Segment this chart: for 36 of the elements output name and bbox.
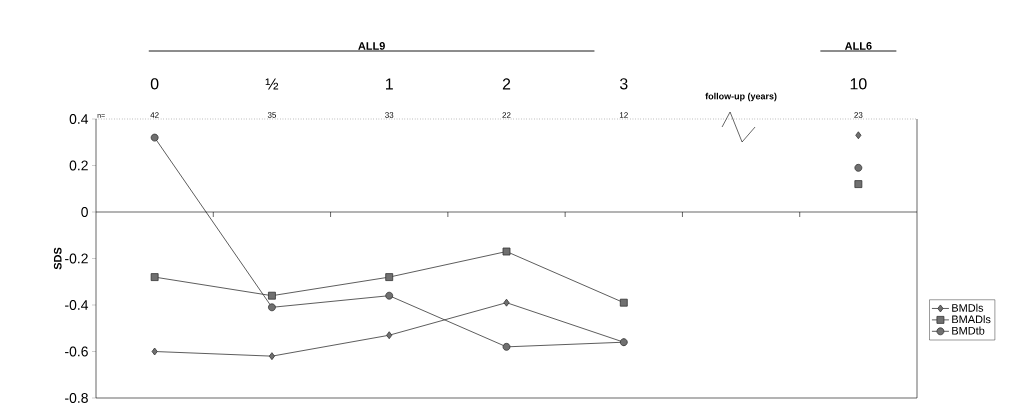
point [854, 180, 863, 188]
y-tick-label: -0.2 [65, 253, 88, 264]
legend-label: BMDls [952, 303, 984, 312]
y-tick-label: 0 [81, 207, 88, 217]
point [503, 298, 510, 307]
y-tick-label: 0.4 [69, 114, 89, 124]
x-tick-label: 10 [850, 78, 867, 90]
point [502, 342, 511, 351]
legend-label: BMDtb [952, 326, 985, 335]
point [268, 352, 275, 361]
x-tick-label: ½ [265, 78, 279, 90]
x-tick-label: 3 [619, 78, 628, 90]
x-tick-label: 2 [502, 78, 511, 90]
point [854, 163, 863, 172]
point [386, 331, 393, 340]
y-tick-label: 0.2 [69, 160, 88, 171]
y-tick-label: -0.6 [65, 346, 88, 357]
text: ALL9 [358, 42, 385, 50]
point [619, 298, 628, 307]
point [385, 291, 394, 300]
y-axis-title: SDS [53, 247, 62, 270]
point [268, 303, 276, 312]
point [150, 133, 159, 142]
legend-label: BMADls [952, 315, 991, 324]
text: ALL6 [844, 42, 872, 50]
point [268, 291, 276, 300]
y-tick-label: -0.8 [65, 393, 88, 403]
x-tick-label: 0 [150, 78, 159, 90]
y-tick-label: -0.4 [65, 300, 89, 310]
point [150, 273, 159, 281]
point [502, 247, 511, 256]
x-axis-title: follow-up (years) [705, 92, 777, 102]
x-tick-label: 1 [386, 78, 393, 90]
point [855, 131, 862, 140]
point [151, 347, 158, 356]
point [385, 273, 394, 281]
